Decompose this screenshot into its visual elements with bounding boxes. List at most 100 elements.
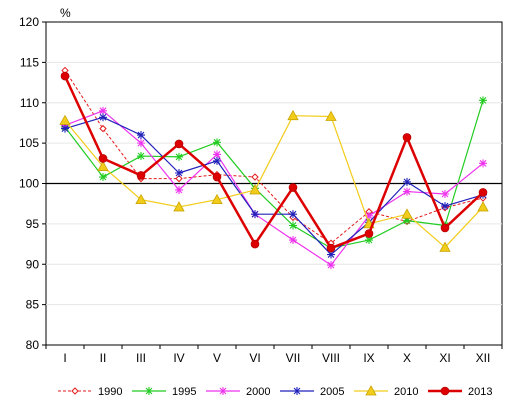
y-tick-label: 95 [26,217,40,231]
x-tick-label: II [100,351,107,365]
data-point-2010 [249,184,261,195]
legend-marker [145,387,153,395]
data-point-1995 [175,152,183,161]
x-tick-label: X [403,351,411,365]
data-point-2010 [211,193,223,205]
gridlines [46,61,502,306]
data-point-2005 [61,124,69,133]
legend-label: 1990 [98,386,122,398]
data-point-2000 [327,261,335,270]
data-point-2010 [439,241,451,252]
data-point-2005 [99,113,107,122]
legend-item-2013: 2013 [428,386,492,398]
data-point-2005 [137,131,145,140]
data-point-1995 [289,221,297,230]
data-point-2010 [97,160,109,171]
data-point-2013 [478,188,488,197]
data-point-2013 [136,171,146,180]
y-tick-label: 105 [19,136,39,150]
legend-item-2005: 2005 [280,386,344,398]
data-point-2010 [325,110,337,121]
y-tick-label: 85 [26,298,40,312]
data-point-2010 [477,201,489,212]
legend-item-2010: 2010 [354,385,418,398]
data-point-2010 [287,109,299,121]
data-point-2000 [99,106,107,115]
data-point-2013 [174,139,184,149]
x-tick-label: VIII [322,351,340,365]
data-point-2013 [250,239,260,249]
data-point-2000 [441,189,449,198]
data-point-2000 [289,236,297,245]
x-tick-label: I [63,351,66,365]
legend-label: 2013 [468,386,492,398]
legend-item-2000: 2000 [206,386,270,398]
data-point-2000 [213,150,221,159]
legend-label: 2005 [320,386,344,398]
y-tick-label: 115 [20,55,39,69]
legend-marker [293,387,301,395]
data-point-1990 [99,124,107,133]
data-point-2005 [441,202,449,211]
data-point-1995 [213,138,221,147]
series-line-2013 [63,75,484,250]
x-tick-label: VI [249,351,260,365]
legend-marker [440,386,450,396]
legend-label: 1995 [172,386,196,398]
data-point-2000 [175,185,183,194]
x-tick-label: IX [363,351,374,365]
data-point-1995 [403,216,411,225]
series-line-1990 [64,70,484,244]
legend-marker [71,387,79,395]
data-point-2000 [137,139,145,148]
x-tick-label: VII [286,351,301,365]
data-point-2000 [479,159,487,168]
legend-label: 2010 [394,386,418,398]
data-point-2013 [98,154,108,163]
data-point-2013 [364,229,374,238]
series-line-1995 [64,100,484,249]
series-line-2010 [64,115,484,248]
legend-item-1990: 1990 [58,386,122,398]
data-point-1995 [99,173,107,182]
data-point-1990 [251,173,259,181]
legend-item-1995: 1995 [132,386,196,398]
x-tick-label: XII [476,351,491,365]
data-point-1995 [479,96,487,105]
y-axis-label: % [60,6,71,20]
data-point-1990 [175,174,183,183]
data-point-2010 [59,114,71,125]
data-point-2013 [288,183,298,192]
y-axis: 80 85 90 95 100 105 110 115 120 [19,15,46,352]
data-point-2013 [326,243,336,253]
y-tick-label: 90 [26,257,40,271]
y-tick-label: 110 [20,96,39,110]
x-tick-label: III [136,351,146,365]
series-group [59,66,489,270]
legend: 1990 1995 2000 2005 2010 2013 [58,385,492,398]
data-point-2005 [175,169,183,178]
x-tick-label: V [213,351,221,365]
data-point-1995 [365,236,373,245]
data-point-2000 [403,187,411,196]
x-axis: I II III IV V VI VII VIII IX X XI XII [45,345,503,365]
series-2013 [60,71,488,253]
x-tick-label: IV [173,351,184,365]
data-point-2005 [251,210,259,219]
data-point-2013 [440,223,450,233]
data-point-2005 [327,250,335,259]
y-tick-label: 80 [26,338,40,352]
legend-label: 2000 [246,386,270,398]
legend-marker [365,385,377,396]
data-point-2013 [212,172,222,182]
data-point-2010 [173,201,185,212]
data-point-2013 [402,133,412,142]
data-point-2005 [403,177,411,186]
data-point-2005 [289,210,297,219]
y-tick-label: 100 [19,177,39,191]
data-point-2013 [60,71,70,81]
data-point-2005 [213,156,221,165]
legend-marker [219,387,227,395]
series-line-2000 [64,110,484,266]
data-point-2000 [365,211,373,220]
